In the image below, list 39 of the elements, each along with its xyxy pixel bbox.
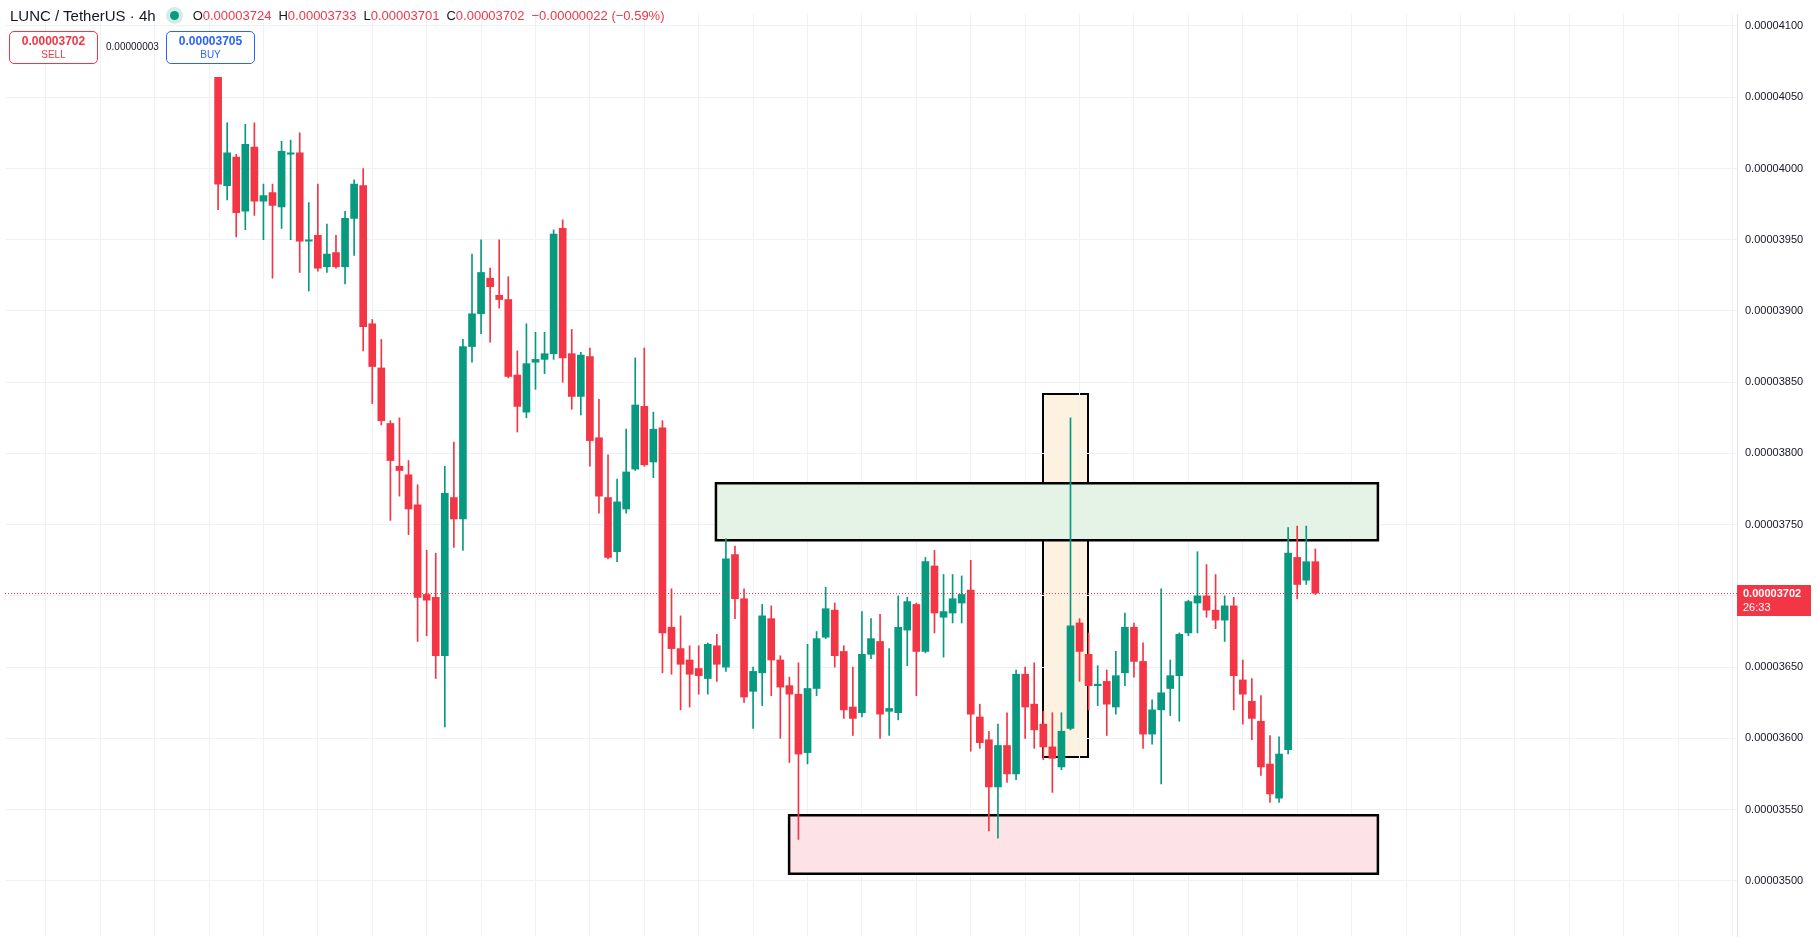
y-tick-label: 0.00003750 <box>1745 517 1804 530</box>
y-tick-label: 0.00003950 <box>1745 232 1804 245</box>
sell-button: 0.00003702 SELL <box>9 31 98 64</box>
y-tick-label: 0.00003850 <box>1745 375 1804 388</box>
y-tick-label: 0.00003500 <box>1745 873 1804 886</box>
buy-button: 0.00003705 BUY <box>166 31 255 64</box>
annotation: −0.00000022 (−0.59%) <box>531 7 665 23</box>
y-tick-label: 0.00003650 <box>1745 660 1804 673</box>
annotation: L <box>363 7 371 23</box>
y-tick-label: 0.00004100 <box>1745 19 1804 32</box>
annotation: BUY <box>200 48 221 61</box>
annotation: C <box>446 7 456 23</box>
candlestick <box>957 575 966 624</box>
candlestick <box>1238 659 1247 725</box>
annotation: 0.00003705 <box>178 33 243 49</box>
annotation: 0.00003724 <box>202 7 272 23</box>
y-tick-label: 0.00003550 <box>1745 802 1804 815</box>
annotation: 0.00003702 <box>21 33 86 49</box>
annotation: 0.00003701 <box>370 7 440 23</box>
y-tick-label: 0.00003900 <box>1745 303 1804 316</box>
annotation: O <box>192 7 203 23</box>
annotation: 0.00003702 <box>455 7 525 23</box>
candlestick <box>694 645 703 695</box>
y-tick-label: 0.00004000 <box>1745 161 1804 174</box>
annotation: SELL <box>41 48 66 61</box>
candlestick <box>450 441 458 548</box>
annotation: H <box>278 7 288 23</box>
ref-line-label: 0.00003702 <box>1743 587 1802 600</box>
y-tick-label: 0.00004050 <box>1745 90 1804 103</box>
y-tick-label: 0.00003600 <box>1745 731 1804 744</box>
annotation: 0.00003733 <box>287 7 357 23</box>
candlestick <box>1157 588 1166 785</box>
text: 26:33 <box>1743 601 1771 614</box>
candlestick <box>304 202 313 292</box>
annotation: 0.00000003 <box>106 41 159 52</box>
y-tick-label: 0.00003800 <box>1745 446 1804 459</box>
candlestick <box>1093 665 1102 706</box>
chart-title: LUNC / TetherUS · 4h <box>10 6 156 24</box>
candlestick <box>486 267 494 343</box>
